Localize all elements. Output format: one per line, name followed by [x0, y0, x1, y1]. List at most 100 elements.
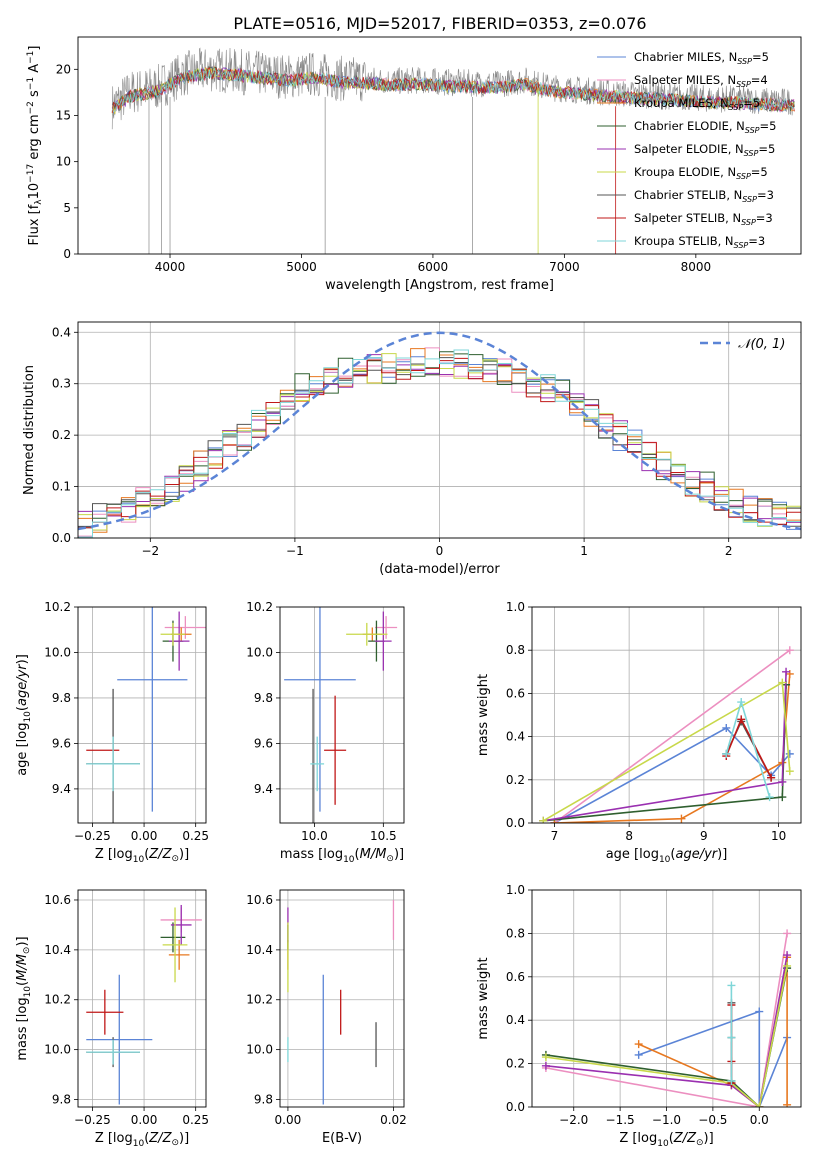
weight-series-line [545, 954, 788, 1107]
histograms [78, 331, 801, 538]
y-tick-label: 9.8 [254, 691, 273, 705]
weight-point-marker [785, 749, 794, 758]
y-tick-label: 0.0 [506, 816, 525, 830]
y-tick-label: 0 [63, 247, 71, 261]
weight-point-marker [737, 715, 746, 724]
weight-series-line [638, 957, 788, 1107]
y-tick-label: 9.8 [52, 691, 71, 705]
x-tick-label: 9 [700, 829, 708, 843]
x-axis-label: (data-model)/error [379, 562, 500, 577]
x-tick-label: 0.00 [275, 1113, 302, 1127]
y-tick-label: 10.0 [246, 1043, 273, 1057]
y-tick-label: 0.0 [52, 531, 71, 545]
x-tick-label: 7000 [549, 260, 580, 274]
y-tick-label: 0.6 [506, 686, 525, 700]
y-axis-label: age [log10(age/yr)] [15, 654, 33, 776]
x-axis-label: mass [log10(M/M⊙)] [280, 847, 404, 865]
weight-point-marker [778, 793, 787, 802]
y-tick-label: 0.1 [52, 480, 71, 494]
x-tick-label: 1 [580, 544, 588, 558]
weight-point-marker [778, 777, 787, 786]
weight-series-line [545, 933, 788, 1107]
weight-point-marker [727, 1076, 736, 1085]
legend-label: Chabrier ELODIE, NSSP=5 [634, 119, 776, 135]
y-tick-label: 0.2 [52, 428, 71, 442]
x-tick-label: 10.5 [370, 829, 397, 843]
weight-point-marker [722, 749, 731, 758]
y-tick-label: 10.6 [246, 893, 273, 907]
weight-point-marker [677, 814, 686, 823]
weight-lines [541, 929, 792, 1107]
residuals-panel: −2 −1 0 1 2 0.0 0.1 0.2 0.3 0.4 (data-model)/error… [22, 321, 802, 577]
y-tick-label: 9.4 [254, 782, 273, 796]
x-tick-label: 10 [771, 829, 786, 843]
weight-point-marker [539, 816, 548, 823]
y-tick-label: 10 [56, 155, 71, 169]
x-tick-label: 4000 [155, 260, 186, 274]
weight-point-marker [541, 1061, 550, 1070]
weight-point-marker [755, 1007, 764, 1016]
weight-point-marker [767, 773, 776, 782]
y-tick-label: 10.6 [44, 893, 71, 907]
y-tick-label: 10.2 [246, 993, 273, 1007]
x-tick-label: −1.0 [652, 1113, 681, 1127]
y-axis-label: mass weight [476, 957, 491, 1039]
x-tick-label: −2 [141, 544, 159, 558]
x-tick-label: 6000 [418, 260, 449, 274]
spectrum-lines [111, 47, 795, 254]
legend-label: Chabrier STELIB, NSSP=3 [634, 188, 774, 204]
residual-histogram [78, 357, 801, 529]
weight-point-marker [765, 793, 774, 802]
y-tick-label: 0.4 [506, 1013, 525, 1027]
error-bars [284, 607, 398, 823]
axes-frame [77, 321, 802, 539]
model-spectrum-line [111, 66, 795, 112]
x-tick-label: 0.25 [182, 1113, 209, 1127]
y-tick-label: 10.0 [44, 1043, 71, 1057]
y-tick-label: 0.0 [506, 1100, 525, 1114]
axes-frame [279, 606, 405, 824]
x-tick-label: 0 [436, 544, 444, 558]
axes-frame [531, 889, 802, 1108]
y-tick-label: 5 [63, 201, 71, 215]
axes-frame [77, 889, 207, 1108]
x-tick-label: 0.25 [182, 829, 209, 843]
legend-label: Salpeter STELIB, NSSP=3 [634, 211, 773, 227]
weight-vs-age-panel: 7 8 9 10 0.0 0.2 0.4 0.6 0.8 1.0 age [log10(age/yr… [476, 600, 802, 865]
axes-frame [77, 36, 802, 255]
y-tick-label: 15 [56, 108, 71, 122]
x-tick-label: 0.0 [750, 1113, 769, 1127]
x-axis-label: wavelength [Angstrom, rest frame] [325, 278, 554, 293]
model-spectrum-line [111, 67, 795, 112]
weight-point-marker [727, 981, 736, 990]
legend-label: 𝒩(0, 1) [738, 337, 785, 352]
x-axis-label: Z [log10(Z/Z⊙)] [619, 1131, 713, 1149]
y-tick-label: 9.8 [52, 1093, 71, 1107]
weight-series-line [545, 965, 788, 1107]
age-vs-mass-panel: 10.0 10.5 9.4 9.6 9.8 10.0 10.2 mass [log10(M/M… [246, 600, 405, 865]
y-tick-label: 0.3 [52, 377, 71, 391]
y-tick-label: 1.0 [506, 600, 525, 614]
weight-series-line [638, 1010, 788, 1107]
x-tick-label: 5000 [286, 260, 317, 274]
x-tick-label: −1.5 [606, 1113, 635, 1127]
y-tick-label: 0.2 [506, 773, 525, 787]
weight-point-marker [785, 767, 794, 776]
weight-point-marker [541, 1053, 550, 1062]
axes-frame [279, 889, 405, 1108]
x-tick-label: 0.00 [131, 1113, 158, 1127]
y-tick-label: 10.2 [44, 993, 71, 1007]
x-tick-label: 0.02 [380, 1113, 407, 1127]
weight-point-marker [634, 1040, 643, 1049]
x-tick-label: 8000 [681, 260, 712, 274]
x-tick-label: −1 [286, 544, 304, 558]
legend-label: Kroupa STELIB, NSSP=3 [634, 234, 765, 250]
weight-point-marker [722, 723, 731, 732]
y-axis-label: Flux [fλ10−17 erg cm−2 s−1 A−1] [26, 46, 44, 246]
weight-vs-Z-panel: −2.0 −1.5 −1.0 −0.5 0.0 0.0 0.2 0.4 0.6 0.8 1.0 Z [… [476, 883, 802, 1149]
legend-label: Chabrier MILES, NSSP=5 [634, 50, 769, 66]
x-axis-label: age [log10(age/yr)] [606, 847, 728, 865]
y-axis-label: mass [log10(M/M⊙)] [15, 936, 33, 1060]
x-tick-label: 8 [625, 829, 633, 843]
x-tick-label: −0.25 [74, 829, 111, 843]
